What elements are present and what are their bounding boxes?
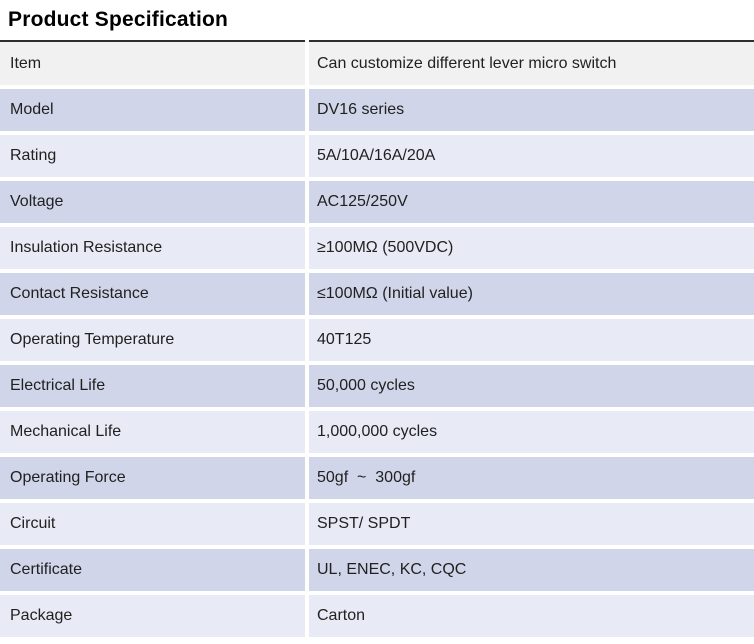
spec-row-label: Circuit bbox=[0, 503, 305, 545]
spec-row-value: ≤100MΩ (Initial value) bbox=[309, 273, 754, 315]
spec-row-label: Operating Force bbox=[0, 457, 305, 499]
spec-row-label: Mechanical Life bbox=[0, 411, 305, 453]
spec-row-value: DV16 series bbox=[309, 89, 754, 131]
spec-row-value: 40T125 bbox=[309, 319, 754, 361]
spec-row-value: AC125/250V bbox=[309, 181, 754, 223]
spec-row-label: Item bbox=[0, 40, 305, 85]
spec-row-label: Insulation Resistance bbox=[0, 227, 305, 269]
spec-row-label: Rating bbox=[0, 135, 305, 177]
spec-row-value: Carton bbox=[309, 595, 754, 637]
page-title: Product Specification bbox=[8, 8, 229, 31]
spec-row-value: ≥100MΩ (500VDC) bbox=[309, 227, 754, 269]
spec-row-label: Certificate bbox=[0, 549, 305, 591]
spec-table: Item Can customize different lever micro… bbox=[0, 40, 754, 637]
spec-row-value: Can customize different lever micro swit… bbox=[309, 40, 754, 85]
spec-row-label: Model bbox=[0, 89, 305, 131]
spec-row-label: Operating Temperature bbox=[0, 319, 305, 361]
spec-row-value: 50,000 cycles bbox=[309, 365, 754, 407]
spec-row-value: 5A/10A/16A/20A bbox=[309, 135, 754, 177]
spec-row-value: SPST/ SPDT bbox=[309, 503, 754, 545]
spec-row-label: Package bbox=[0, 595, 305, 637]
spec-row-value: UL, ENEC, KC, CQC bbox=[309, 549, 754, 591]
spec-row-label: Electrical Life bbox=[0, 365, 305, 407]
spec-row-value: 50gf ~ 300gf bbox=[309, 457, 754, 499]
spec-row-value: 1,000,000 cycles bbox=[309, 411, 754, 453]
spec-row-label: Contact Resistance bbox=[0, 273, 305, 315]
spec-row-label: Voltage bbox=[0, 181, 305, 223]
